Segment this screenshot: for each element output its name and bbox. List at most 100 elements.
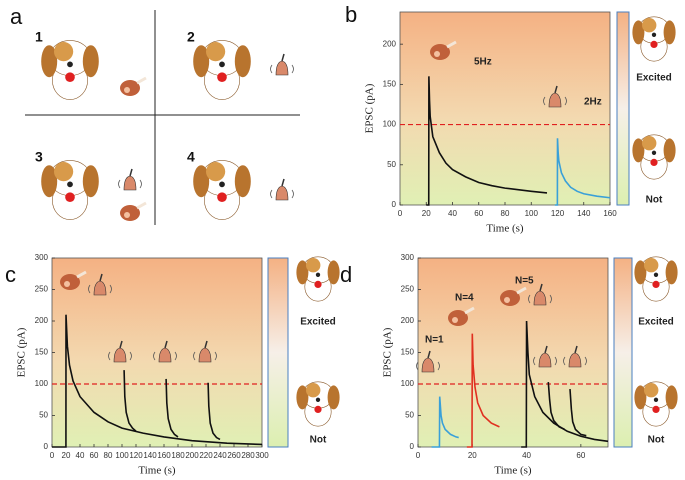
dog-icon <box>306 383 321 398</box>
dog-icon <box>296 260 309 285</box>
dog-icon <box>314 405 322 413</box>
plot-background <box>399 11 611 206</box>
bell-icon <box>281 53 285 62</box>
bell-icon <box>416 361 440 371</box>
x-tick-label: 0 <box>416 451 421 460</box>
panel-label: b <box>345 2 357 27</box>
ham-icon <box>504 297 510 303</box>
y-axis-label: EPSC (pA) <box>382 327 394 377</box>
x-tick-label: 40 <box>522 451 531 460</box>
dog-icon <box>634 385 647 410</box>
bell-icon <box>528 294 552 304</box>
dog-icon <box>314 280 322 288</box>
dog-icon <box>206 42 226 62</box>
x-tick-label: 160 <box>157 451 171 460</box>
state-bar <box>267 257 289 448</box>
y-tick-label: 200 <box>35 316 49 325</box>
scene-label: 1 <box>35 29 43 45</box>
dog-icon <box>327 260 340 285</box>
dog-icon <box>652 280 660 288</box>
state-bar <box>613 257 633 448</box>
bell-icon <box>554 85 558 94</box>
bell-icon <box>270 189 294 199</box>
ham-icon <box>516 286 527 295</box>
bell-icon <box>193 351 217 361</box>
dog-icon <box>65 72 75 82</box>
dog-icon <box>315 272 321 277</box>
state-label: Not <box>646 195 663 206</box>
annotation: N=4 <box>455 293 474 304</box>
dog-icon <box>82 165 99 198</box>
y-tick-label: 50 <box>387 160 396 169</box>
x-tick-label: 0 <box>398 209 403 218</box>
y-tick-label: 100 <box>35 379 49 388</box>
dog-icon <box>642 136 657 151</box>
annotation: N=5 <box>515 276 534 287</box>
ham-icon <box>64 281 70 287</box>
plot-background <box>51 257 263 448</box>
dog-icon <box>306 258 321 273</box>
dog-icon <box>650 158 658 166</box>
dog-icon <box>219 61 225 68</box>
state-label: Excited <box>636 73 672 84</box>
dog-icon <box>54 162 74 182</box>
x-tick-label: 100 <box>525 209 539 218</box>
state-bar <box>616 11 630 206</box>
dog-icon <box>193 45 210 78</box>
dog-icon <box>634 260 647 285</box>
y-tick-label: 200 <box>401 316 415 325</box>
x-tick-label: 20 <box>422 209 431 218</box>
y-tick-label: 0 <box>44 442 49 451</box>
x-tick-label: 80 <box>501 209 510 218</box>
ham-icon <box>434 51 440 57</box>
x-tick-label: 0 <box>50 451 55 460</box>
dog-icon <box>82 45 99 78</box>
bell-icon <box>153 351 177 361</box>
x-axis-label: Time (s) <box>494 465 532 477</box>
x-tick-label: 180 <box>171 451 185 460</box>
dog-icon <box>644 383 659 398</box>
bell-icon <box>164 340 168 349</box>
scene-label: 3 <box>35 149 43 165</box>
scene-label: 4 <box>187 149 195 165</box>
bell-icon <box>281 178 285 187</box>
x-axis-label: Time (s) <box>138 465 176 477</box>
ham-icon <box>452 317 458 323</box>
x-tick-label: 120 <box>129 451 143 460</box>
scene-label: 2 <box>187 29 195 45</box>
panel-label: d <box>340 262 352 287</box>
x-axis-label: Time (s) <box>486 223 524 235</box>
dog-icon <box>217 192 227 202</box>
ham-icon <box>124 87 130 93</box>
x-tick-label: 60 <box>90 451 99 460</box>
x-tick-label: 120 <box>551 209 565 218</box>
bell-icon <box>574 345 578 354</box>
y-tick-label: 200 <box>383 39 397 48</box>
trace <box>426 76 548 206</box>
dog-icon <box>632 138 645 163</box>
dog-icon <box>296 385 309 410</box>
panel-label: a <box>10 4 23 29</box>
dog-icon <box>651 32 657 37</box>
y-tick-label: 0 <box>392 200 397 209</box>
dog-icon <box>219 181 225 188</box>
annotation: 5Hz <box>474 57 492 68</box>
annotation: N=1 <box>425 335 444 346</box>
bell-icon <box>88 284 112 294</box>
ham-icon <box>76 270 87 279</box>
y-tick-label: 250 <box>35 285 49 294</box>
x-tick-label: 60 <box>576 451 585 460</box>
ham-icon <box>136 201 147 210</box>
dog-icon <box>41 165 58 198</box>
bell-icon <box>544 345 548 354</box>
bell-icon <box>108 351 132 361</box>
y-tick-label: 50 <box>39 411 48 420</box>
dog-icon <box>650 40 658 49</box>
dog-icon <box>67 61 73 68</box>
trace <box>521 320 609 448</box>
bell-icon <box>539 283 543 292</box>
annotation: 2Hz <box>584 97 602 108</box>
dog-icon <box>206 162 226 182</box>
bell-icon <box>275 185 289 201</box>
